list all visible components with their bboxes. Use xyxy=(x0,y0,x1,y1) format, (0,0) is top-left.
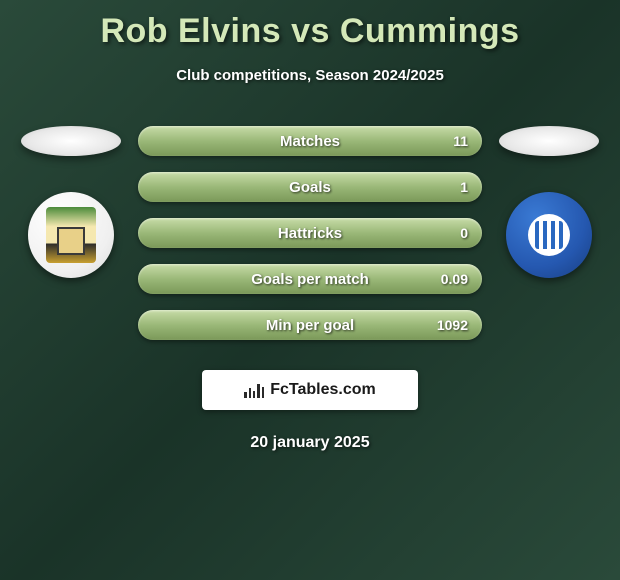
stat-row-goals: Goals 1 xyxy=(138,172,482,202)
date-label: 20 january 2025 xyxy=(0,434,620,452)
stat-label: Min per goal xyxy=(266,317,354,334)
subtitle: Club competitions, Season 2024/2025 xyxy=(0,67,620,84)
stat-label: Goals per match xyxy=(251,271,369,288)
bar-chart-icon xyxy=(244,382,264,398)
stat-value-right: 1092 xyxy=(437,317,468,333)
brand-box: FcTables.com xyxy=(202,370,418,410)
stat-value-right: 0.09 xyxy=(438,271,468,287)
club-badge-left xyxy=(28,192,114,278)
stat-row-matches: Matches 11 xyxy=(138,126,482,156)
stats-list: Matches 11 Goals 1 Hattricks 0 Goals per… xyxy=(138,126,482,340)
stat-label: Matches xyxy=(280,133,340,150)
comparison-panel: Matches 11 Goals 1 Hattricks 0 Goals per… xyxy=(0,126,620,340)
stat-label: Hattricks xyxy=(278,225,342,242)
right-player-column xyxy=(494,126,604,278)
stat-value-right: 1 xyxy=(438,179,468,195)
stat-row-min-per-goal: Min per goal 1092 xyxy=(138,310,482,340)
stat-row-hattricks: Hattricks 0 xyxy=(138,218,482,248)
stat-value-right: 0 xyxy=(438,225,468,241)
brand-text: FcTables.com xyxy=(270,381,376,399)
club-badge-right xyxy=(506,192,592,278)
stat-value-right: 11 xyxy=(438,133,468,149)
stat-label: Goals xyxy=(289,179,331,196)
page-title: Rob Elvins vs Cummings xyxy=(0,12,620,51)
stat-row-goals-per-match: Goals per match 0.09 xyxy=(138,264,482,294)
left-player-column xyxy=(16,126,126,278)
player-silhouette-right xyxy=(499,126,599,156)
player-silhouette-left xyxy=(21,126,121,156)
